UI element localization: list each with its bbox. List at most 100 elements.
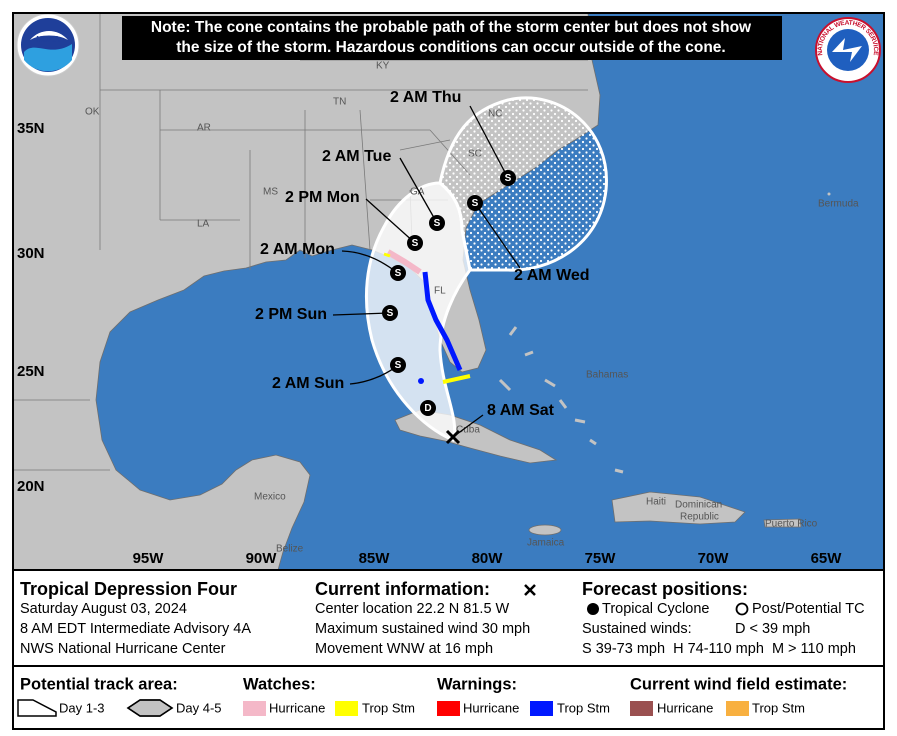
forecast-marker (420, 400, 436, 416)
swatch (726, 701, 749, 716)
legend-text: Hurricane (463, 700, 519, 715)
marker-symbol: S (395, 360, 402, 371)
place-label: Puerto Rico (765, 519, 818, 530)
noaa-logo: NOAA (16, 13, 80, 77)
day-1-3-icon (17, 699, 57, 717)
place-label: TN (333, 97, 346, 108)
nws-logo: NATIONAL WEATHER SERVICE (815, 17, 881, 83)
place-label: Jamaica (527, 538, 565, 549)
legend-text: Tropical Cyclone (602, 601, 709, 617)
latitude-label: 30N (17, 245, 45, 262)
map: OK AR TN KY NC SC GA MS LA FL Mexico Bel… (13, 13, 884, 570)
marker-symbol: D (424, 403, 431, 414)
trop-stm-warning (422, 271, 463, 371)
legend-text: Sustained winds: (582, 621, 692, 637)
marker-symbol: S (434, 218, 441, 229)
forecast-label: 2 AM Sun (272, 375, 344, 392)
advisory-source: NWS National Hurricane Center (20, 641, 226, 657)
longitude-label: 70W (698, 550, 730, 567)
forecast-marker (390, 357, 406, 373)
legend-text: Hurricane (269, 700, 325, 715)
cone-day-1-3 (364, 181, 472, 443)
wind-field-heading: Current wind field estimate: (630, 675, 847, 693)
swatch (530, 701, 553, 716)
forecast-marker (429, 215, 445, 231)
forecast-heading: Forecast positions: (582, 579, 748, 599)
legend-text: Trop Stm (557, 700, 610, 715)
current-info-heading: Current information: (315, 579, 490, 599)
track-area-heading: Potential track area: (20, 675, 178, 693)
place-label: KY (376, 61, 390, 72)
note-box (122, 16, 782, 60)
forecast-leaders (332, 105, 521, 438)
forecast-marker (467, 195, 483, 211)
trop-stm-warning (418, 378, 424, 384)
legend-text: Trop Stm (752, 700, 805, 715)
swatch (630, 701, 653, 716)
forecast-label: 2 PM Mon (285, 189, 360, 206)
forecast-marker (382, 305, 398, 321)
marker-symbol: S (395, 268, 402, 279)
longitude-label: 75W (585, 550, 617, 567)
marker-symbol: S (505, 173, 512, 184)
forecast-label: 2 PM Sun (255, 306, 327, 323)
current-info: Movement WNW at 16 mph (315, 641, 493, 657)
latitude-label: 20N (17, 478, 45, 495)
legend-text: Day 1-3 (59, 700, 105, 715)
longitude-label: 95W (133, 550, 165, 567)
swatch (437, 701, 460, 716)
cone-day-4-5 (438, 96, 608, 272)
jamaica (528, 524, 562, 536)
place-label: FL (434, 286, 446, 297)
current-position-icon (524, 584, 536, 596)
current-info: Center location 22.2 N 81.5 W (315, 601, 510, 617)
place-label: Dominican (675, 500, 722, 511)
legend-text: D < 39 mph (735, 621, 810, 637)
day-4-5-icon (126, 699, 174, 717)
marker-symbol: S (472, 198, 479, 209)
forecast-marker (390, 265, 406, 281)
advisory-date: Saturday August 03, 2024 (20, 601, 187, 617)
logo-text: NOAA (36, 35, 60, 44)
longitude-label: 65W (811, 550, 843, 567)
hurricane-watch (386, 249, 422, 275)
place-label: AR (197, 123, 211, 134)
bermuda-island (827, 192, 831, 196)
watches-heading: Watches: (243, 675, 316, 693)
legend-text: Hurricane (657, 700, 713, 715)
legend-text: Day 4-5 (176, 700, 222, 715)
legend-text: S 39-73 mph H 74-110 mph M > 110 mph (582, 641, 856, 657)
note-line: Note: The cone contains the probable pat… (151, 19, 752, 36)
forecast-label: 8 AM Sat (487, 402, 555, 419)
post-tc-icon (735, 602, 749, 616)
longitude-label: 90W (246, 550, 278, 567)
forecast-label: 2 AM Thu (390, 89, 461, 106)
forecast-marker (407, 235, 423, 251)
latitude-label: 35N (17, 120, 45, 137)
note-line: the size of the storm. Hazardous conditi… (176, 39, 725, 56)
forecast-label: 2 AM Tue (322, 148, 391, 165)
warnings-heading: Warnings: (437, 675, 517, 693)
swatch (243, 701, 266, 716)
tc-icon (587, 603, 599, 615)
current-info: Maximum sustained wind 30 mph (315, 621, 530, 637)
place-label: LA (197, 219, 210, 230)
place-label: Bermuda (818, 199, 859, 210)
marker-symbol: S (387, 308, 394, 319)
place-label: MS (263, 187, 278, 198)
place-label: Belize (276, 544, 304, 555)
forecast-label: 2 AM Mon (260, 241, 335, 258)
puerto-rico (763, 518, 802, 528)
marker-symbol: S (412, 238, 419, 249)
place-label: GA (410, 187, 425, 198)
place-label: Republic (680, 512, 719, 523)
storm-title: Tropical Depression Four (20, 579, 237, 599)
advisory-number: 8 AM EDT Intermediate Advisory 4A (20, 621, 251, 637)
current-position (445, 429, 461, 445)
place-label: NC (488, 109, 502, 120)
hispaniola (611, 491, 746, 525)
place-label: OK (85, 107, 100, 118)
longitude-label: 85W (359, 550, 391, 567)
bahamas (498, 326, 624, 474)
latitude-label: 25N (17, 363, 45, 380)
